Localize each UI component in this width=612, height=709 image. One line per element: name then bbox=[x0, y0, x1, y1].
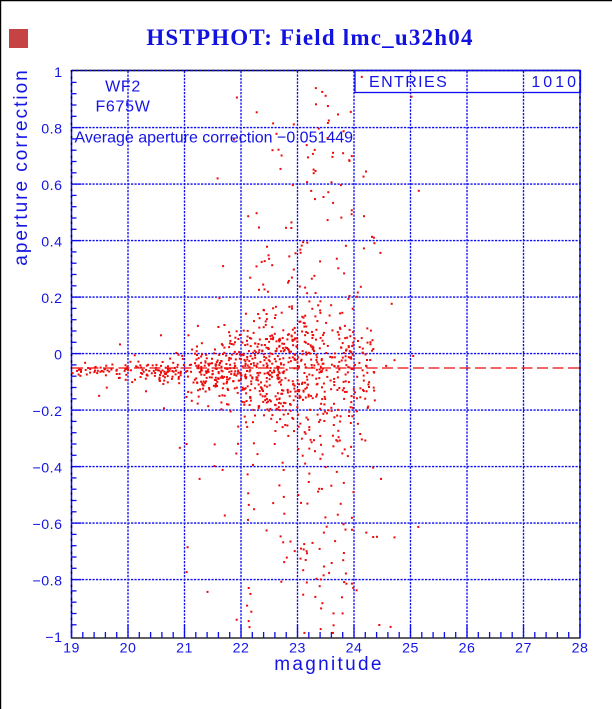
svg-text:aperture correction: aperture correction bbox=[11, 68, 32, 265]
svg-text:ENTRIES: ENTRIES bbox=[369, 74, 448, 91]
svg-text:Average aperture correction −0: Average aperture correction −0.051449 bbox=[75, 130, 354, 147]
svg-text:23: 23 bbox=[289, 641, 306, 657]
svg-text:0.2: 0.2 bbox=[41, 291, 62, 307]
svg-text:F675W: F675W bbox=[95, 99, 150, 116]
svg-text:WF2: WF2 bbox=[105, 79, 141, 96]
svg-text:20: 20 bbox=[120, 641, 137, 657]
svg-text:−0.6: −0.6 bbox=[32, 517, 62, 533]
svg-text:27: 27 bbox=[515, 641, 532, 657]
svg-text:0: 0 bbox=[54, 348, 62, 364]
svg-text:24: 24 bbox=[346, 641, 363, 657]
svg-text:0.4: 0.4 bbox=[41, 235, 62, 251]
svg-text:19: 19 bbox=[63, 641, 80, 657]
svg-text:−0.4: −0.4 bbox=[32, 461, 62, 477]
svg-text:magnitude: magnitude bbox=[274, 654, 383, 675]
svg-text:HSTPHOT: Field lmc_u32h04: HSTPHOT: Field lmc_u32h04 bbox=[146, 25, 473, 50]
svg-text:26: 26 bbox=[459, 641, 476, 657]
svg-text:21: 21 bbox=[176, 641, 193, 657]
svg-text:−1: −1 bbox=[45, 630, 62, 646]
svg-text:1010: 1010 bbox=[531, 74, 579, 91]
svg-text:0.8: 0.8 bbox=[41, 122, 62, 138]
svg-text:−0.8: −0.8 bbox=[32, 574, 62, 590]
svg-text:22: 22 bbox=[233, 641, 250, 657]
svg-text:0.6: 0.6 bbox=[41, 178, 62, 194]
svg-text:25: 25 bbox=[402, 641, 419, 657]
svg-text:28: 28 bbox=[572, 641, 589, 657]
svg-text:1: 1 bbox=[54, 65, 62, 81]
svg-text:−0.2: −0.2 bbox=[32, 404, 62, 420]
